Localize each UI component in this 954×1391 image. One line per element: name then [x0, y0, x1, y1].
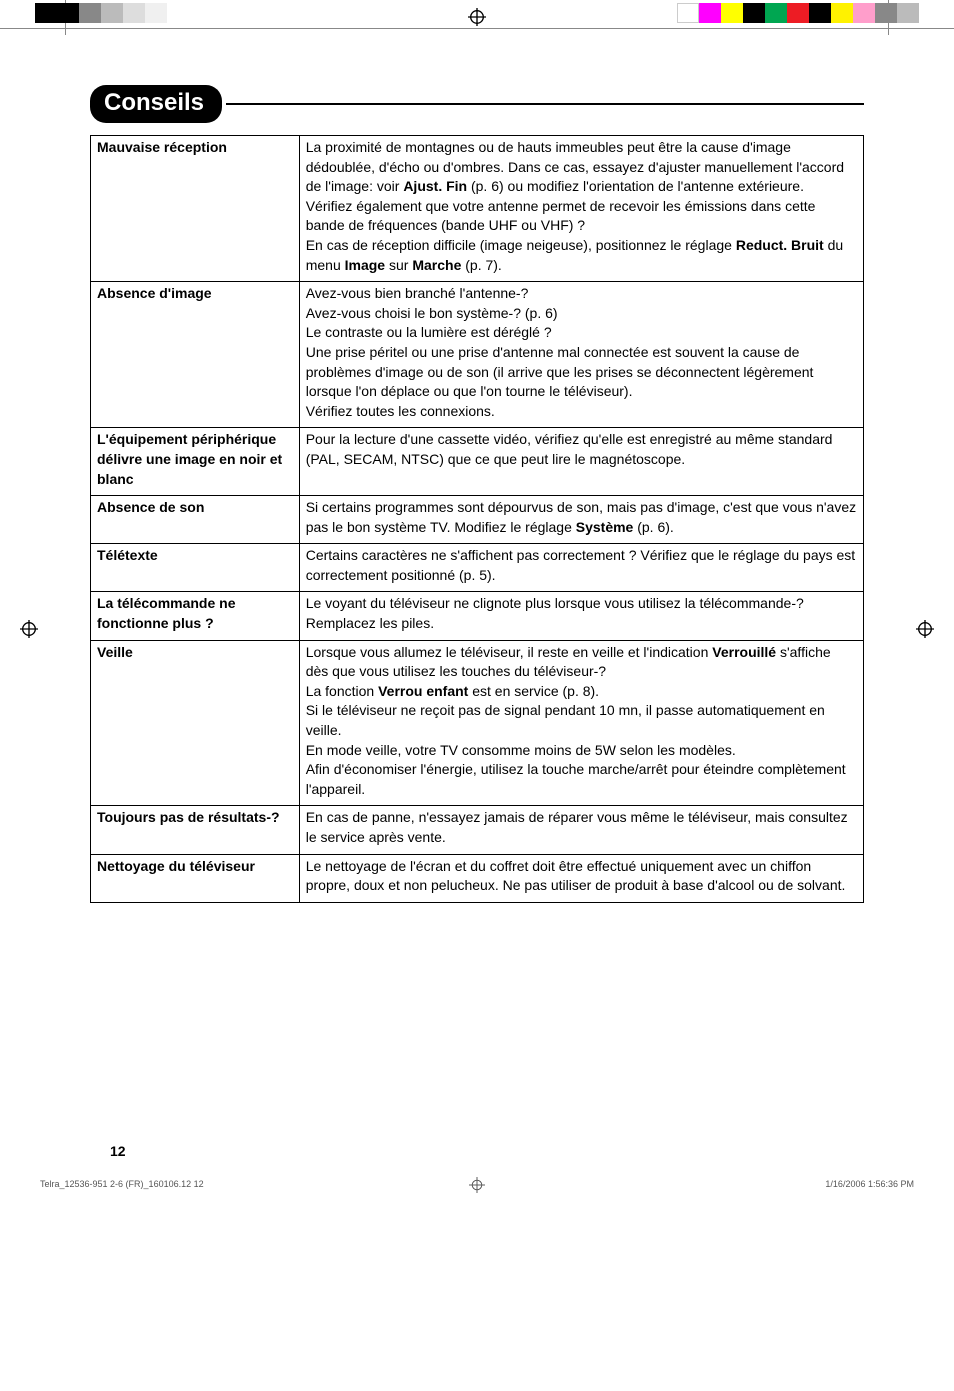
- color-bar-right: [677, 3, 919, 23]
- color-swatch: [699, 3, 721, 23]
- table-row: Mauvaise réceptionLa proximité de montag…: [91, 136, 864, 282]
- color-swatch: [721, 3, 743, 23]
- page-body: Conseils Mauvaise réceptionLa proximité …: [0, 35, 954, 1179]
- table-row: L'équipement périphérique délivre une im…: [91, 428, 864, 496]
- footer: Telra_12536-951 2-6 (FR)_160106.12 12 1/…: [0, 1179, 954, 1199]
- row-label: Veille: [91, 640, 300, 806]
- page-number: 12: [110, 1143, 864, 1159]
- color-swatch: [79, 3, 101, 23]
- troubleshooting-table: Mauvaise réceptionLa proximité de montag…: [90, 135, 864, 903]
- section-title: Conseils: [90, 85, 222, 123]
- color-swatch: [145, 3, 167, 23]
- row-label: Mauvaise réception: [91, 136, 300, 282]
- footer-left: Telra_12536-951 2-6 (FR)_160106.12 12: [40, 1179, 204, 1189]
- color-swatch: [787, 3, 809, 23]
- color-swatch: [875, 3, 897, 23]
- color-swatch: [809, 3, 831, 23]
- table-row: Absence d'imageAvez-vous bien branché l'…: [91, 282, 864, 428]
- table-row: VeilleLorsque vous allumez le téléviseur…: [91, 640, 864, 806]
- row-label: L'équipement périphérique délivre une im…: [91, 428, 300, 496]
- table-row: La télécommande ne fonctionne plus ?Le v…: [91, 592, 864, 640]
- color-swatch: [101, 3, 123, 23]
- color-bar-left: [35, 3, 167, 23]
- color-swatch: [853, 3, 875, 23]
- registration-mark-icon: [468, 8, 486, 26]
- row-content: Certains caractères ne s'affichent pas c…: [299, 544, 863, 592]
- row-content: Si certains programmes sont dépourvus de…: [299, 496, 863, 544]
- color-swatch: [677, 3, 699, 23]
- color-swatch: [123, 3, 145, 23]
- table-row: Toujours pas de résultats-?En cas de pan…: [91, 806, 864, 854]
- row-content: En cas de panne, n'essayez jamais de rép…: [299, 806, 863, 854]
- row-content: Avez-vous bien branché l'antenne-?Avez-v…: [299, 282, 863, 428]
- row-content: Pour la lecture d'une cassette vidéo, vé…: [299, 428, 863, 496]
- table-row: Nettoyage du téléviseurLe nettoyage de l…: [91, 854, 864, 902]
- crop-line: [0, 28, 954, 29]
- row-content: Lorsque vous allumez le téléviseur, il r…: [299, 640, 863, 806]
- row-content: Le voyant du téléviseur ne clignote plus…: [299, 592, 863, 640]
- row-label: Absence d'image: [91, 282, 300, 428]
- table-row: TélétexteCertains caractères ne s'affich…: [91, 544, 864, 592]
- color-swatch: [765, 3, 787, 23]
- header-rule: [226, 103, 864, 105]
- row-label: La télécommande ne fonctionne plus ?: [91, 592, 300, 640]
- color-swatch: [743, 3, 765, 23]
- footer-right: 1/16/2006 1:56:36 PM: [825, 1179, 914, 1189]
- row-content: La proximité de montagnes ou de hauts im…: [299, 136, 863, 282]
- table-row: Absence de sonSi certains programmes son…: [91, 496, 864, 544]
- row-content: Le nettoyage de l'écran et du coffret do…: [299, 854, 863, 902]
- row-label: Télétexte: [91, 544, 300, 592]
- section-header: Conseils: [90, 85, 864, 123]
- row-label: Absence de son: [91, 496, 300, 544]
- row-label: Nettoyage du téléviseur: [91, 854, 300, 902]
- color-swatch: [35, 3, 57, 23]
- registration-mark-icon: [469, 1177, 485, 1193]
- color-swatch: [897, 3, 919, 23]
- row-label: Toujours pas de résultats-?: [91, 806, 300, 854]
- color-swatch: [831, 3, 853, 23]
- color-swatch: [57, 3, 79, 23]
- print-marks-top: [0, 0, 954, 35]
